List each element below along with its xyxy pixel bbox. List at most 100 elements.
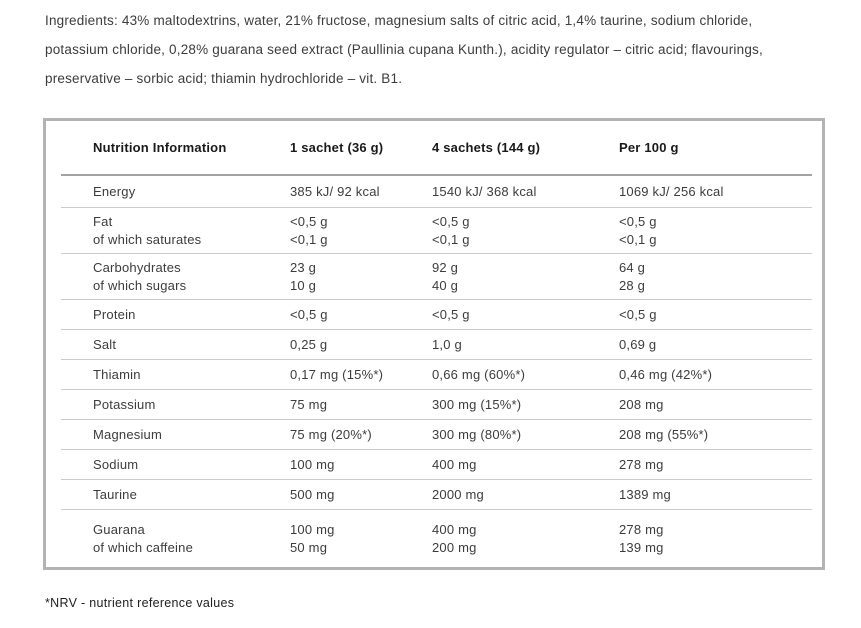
cell-line: 278 mg xyxy=(619,456,664,472)
cell-line: <0,5 g xyxy=(290,306,328,322)
cell-line: Fat xyxy=(93,213,113,229)
cell-line: 208 mg xyxy=(619,396,664,412)
row-value: 0,17 mg (15%*) xyxy=(290,366,432,384)
table-row-salt: Salt 0,25 g 1,0 g 0,69 g xyxy=(61,330,812,360)
cell-line: Energy xyxy=(93,183,136,199)
table-row-taurine: Taurine 500 mg 2000 mg 1389 mg xyxy=(61,480,812,510)
cell-line: 300 mg (15%*) xyxy=(432,396,522,412)
cell-line: Protein xyxy=(93,306,136,322)
table-header-nutrition-information: Nutrition Information xyxy=(93,140,227,155)
row-label: Energy xyxy=(93,183,290,201)
row-label: Carbohydrates of which sugars xyxy=(93,259,290,295)
row-value: 2000 mg xyxy=(432,486,619,504)
cell-line: of which sugars xyxy=(93,277,187,293)
row-value: <0,5 g xyxy=(290,306,432,324)
table-row-sodium: Sodium 100 mg 400 mg 278 mg xyxy=(61,450,812,480)
cell-line: 75 mg (20%*) xyxy=(290,426,372,442)
cell-line: 10 g xyxy=(290,277,317,293)
table-header-4-sachets: 4 sachets (144 g) xyxy=(432,140,541,155)
row-value: 300 mg (80%*) xyxy=(432,426,619,444)
row-value: 300 mg (15%*) xyxy=(432,396,619,414)
cell-line: 64 g xyxy=(619,259,646,275)
row-label: Potassium xyxy=(93,396,290,414)
cell-line: 23 g xyxy=(290,259,317,275)
cell-line: 0,25 g xyxy=(290,336,328,352)
row-value: 0,46 mg (42%*) xyxy=(619,366,812,384)
table-header-row: Nutrition Information 1 sachet (36 g) 4 … xyxy=(61,121,812,176)
cell-line: 100 mg xyxy=(290,456,335,472)
cell-line: 1,0 g xyxy=(432,336,462,352)
cell-line: 0,69 g xyxy=(619,336,657,352)
row-value: 1,0 g xyxy=(432,336,619,354)
row-value: <0,5 g <0,1 g xyxy=(619,213,812,249)
cell-line: 0,46 mg (42%*) xyxy=(619,366,713,382)
row-label: Sodium xyxy=(93,456,290,474)
table-row-magnesium: Magnesium 75 mg (20%*) 300 mg (80%*) 208 mg… xyxy=(61,420,812,450)
table-row-potassium: Potassium 75 mg 300 mg (15%*) 208 mg xyxy=(61,390,812,420)
cell-line: 50 mg xyxy=(290,539,328,555)
cell-line: <0,1 g xyxy=(619,231,657,247)
row-label: Salt xyxy=(93,336,290,354)
row-label: Fat of which saturates xyxy=(93,213,290,249)
cell-line: <0,5 g xyxy=(619,213,657,229)
cell-line: Taurine xyxy=(93,486,138,502)
cell-line: 75 mg xyxy=(290,396,328,412)
row-label: Thiamin xyxy=(93,366,290,384)
table-row-fat: Fat of which saturates <0,5 g <0,1 g <0,5 g <… xyxy=(61,208,812,254)
cell-line: 100 mg xyxy=(290,521,335,537)
row-value: 75 mg (20%*) xyxy=(290,426,432,444)
row-label: Magnesium xyxy=(93,426,290,444)
table-header-per-100g: Per 100 g xyxy=(619,140,679,155)
row-value: 1389 mg xyxy=(619,486,812,504)
row-value: <0,5 g <0,1 g xyxy=(290,213,432,249)
cell-line: <0,5 g xyxy=(290,213,328,229)
row-value: 1069 kJ/ 256 kcal xyxy=(619,183,812,201)
cell-line: 400 mg xyxy=(432,521,477,537)
cell-line: <0,1 g xyxy=(432,231,470,247)
cell-line: <0,1 g xyxy=(290,231,328,247)
cell-line: 0,66 mg (60%*) xyxy=(432,366,526,382)
cell-line: 500 mg xyxy=(290,486,335,502)
cell-line: 28 g xyxy=(619,277,646,293)
table-row-protein: Protein <0,5 g <0,5 g <0,5 g xyxy=(61,300,812,330)
cell-line: 1540 kJ/ 368 kcal xyxy=(432,183,537,199)
cell-line: 385 kJ/ 92 kcal xyxy=(290,183,380,199)
cell-line: <0,5 g xyxy=(432,213,470,229)
cell-line: 1069 kJ/ 256 kcal xyxy=(619,183,724,199)
row-value: 400 mg xyxy=(432,456,619,474)
row-value: 0,69 g xyxy=(619,336,812,354)
cell-line: 2000 mg xyxy=(432,486,484,502)
cell-line: 200 mg xyxy=(432,539,477,555)
row-value: 92 g 40 g xyxy=(432,259,619,295)
table-body: Energy 385 kJ/ 92 kcal 1540 kJ/ 368 kcal 10… xyxy=(61,176,812,567)
row-value: 23 g 10 g xyxy=(290,259,432,295)
cell-line: Potassium xyxy=(93,396,156,412)
row-value: 208 mg xyxy=(619,396,812,414)
row-value: 100 mg 50 mg xyxy=(290,521,432,557)
nutrition-table: Nutrition Information 1 sachet (36 g) 4 … xyxy=(43,118,825,570)
row-value: 385 kJ/ 92 kcal xyxy=(290,183,432,201)
nutrition-table-inner: Nutrition Information 1 sachet (36 g) 4 … xyxy=(61,121,812,567)
row-value: 208 mg (55%*) xyxy=(619,426,812,444)
row-value: <0,5 g <0,1 g xyxy=(432,213,619,249)
row-value: 500 mg xyxy=(290,486,432,504)
table-row-guarana: Guarana of which caffeine 100 mg 50 mg 400 m… xyxy=(61,510,812,567)
nrv-footnote: *NRV - nutrient reference values xyxy=(45,596,235,610)
row-value: <0,5 g xyxy=(619,306,812,324)
row-value: 1540 kJ/ 368 kcal xyxy=(432,183,619,201)
row-value: 0,66 mg (60%*) xyxy=(432,366,619,384)
ingredients-text: Ingredients: 43% maltodextrins, water, 2… xyxy=(45,13,763,86)
cell-line: Sodium xyxy=(93,456,139,472)
row-value: 100 mg xyxy=(290,456,432,474)
row-value: 64 g 28 g xyxy=(619,259,812,295)
cell-line: Salt xyxy=(93,336,117,352)
cell-line: 400 mg xyxy=(432,456,477,472)
row-value: <0,5 g xyxy=(432,306,619,324)
cell-line: 208 mg (55%*) xyxy=(619,426,709,442)
cell-line: <0,5 g xyxy=(619,306,657,322)
row-value: 400 mg 200 mg xyxy=(432,521,619,557)
cell-line: 92 g xyxy=(432,259,459,275)
cell-line: <0,5 g xyxy=(432,306,470,322)
cell-line: Thiamin xyxy=(93,366,141,382)
row-value: 278 mg 139 mg xyxy=(619,521,812,557)
